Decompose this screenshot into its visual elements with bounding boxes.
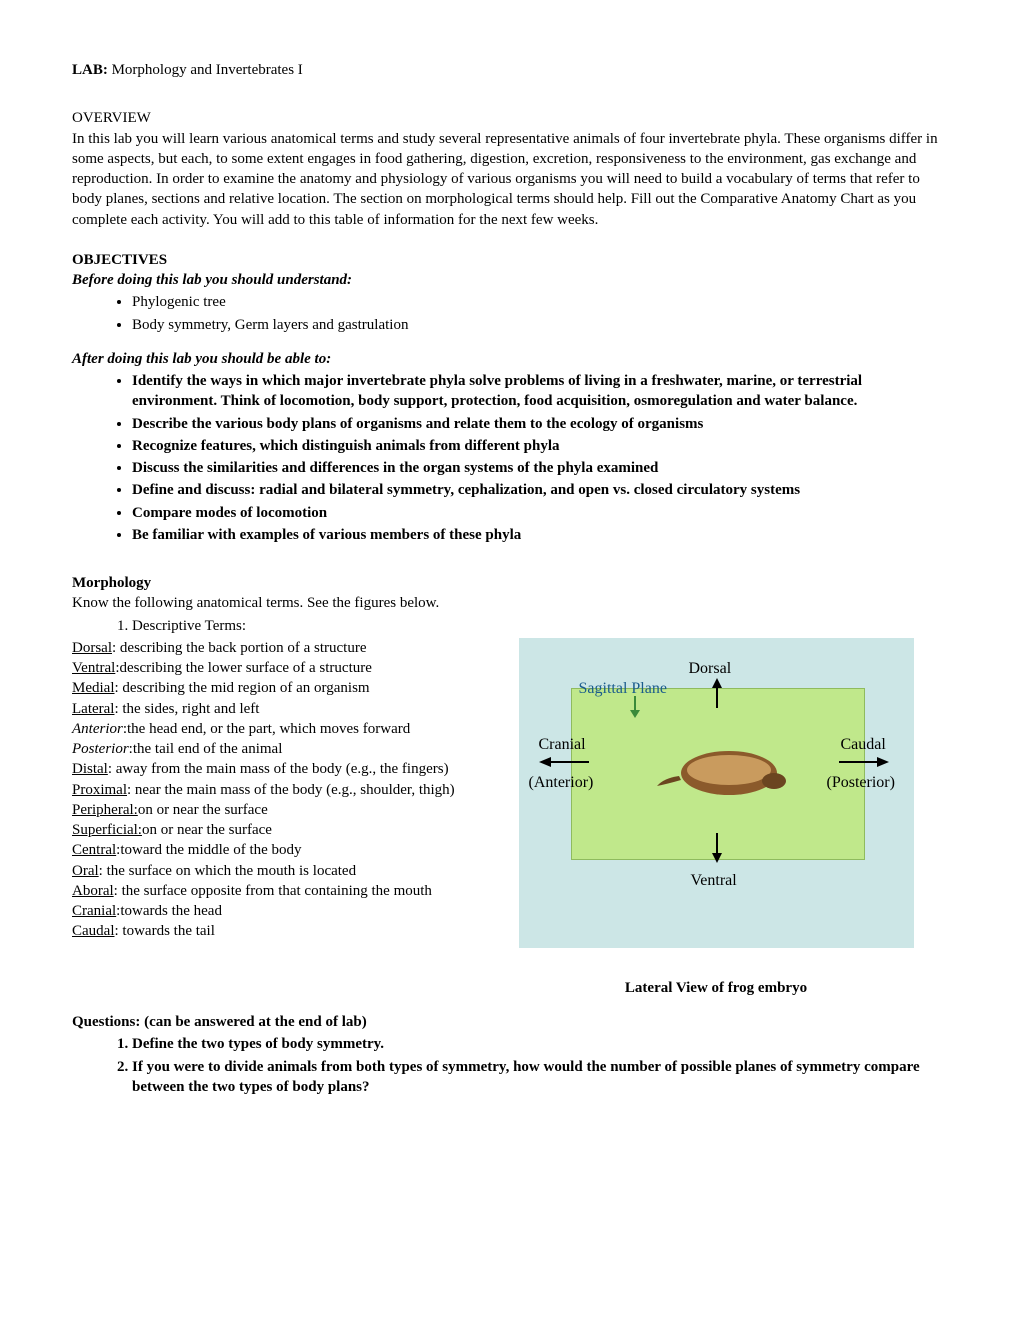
figure-column: Sagittal Plane Dorsal Cranial (Anterior)…	[484, 638, 948, 998]
objectives-after: After doing this lab you should be able …	[72, 349, 948, 369]
term-label: Distal	[72, 761, 108, 777]
embryo-icon	[649, 748, 789, 803]
list-item: Identify the ways in which major inverte…	[132, 371, 948, 412]
term-row: Aboral: the surface opposite from that c…	[72, 881, 472, 901]
term-label: Caudal	[72, 923, 115, 939]
morphology-ol: Descriptive Terms:	[72, 616, 948, 636]
term-row: Central:toward the middle of the body	[72, 840, 472, 860]
list-item: Be familiar with examples of various mem…	[132, 525, 948, 545]
term-row: Cranial:towards the head	[72, 901, 472, 921]
lab-label: LAB:	[72, 62, 108, 78]
sagittal-label: Sagittal Plane	[579, 678, 667, 700]
list-item: Body symmetry, Germ layers and gastrulat…	[132, 315, 948, 335]
caudal-label: Caudal	[841, 734, 886, 756]
arrow-right-icon	[839, 756, 889, 768]
term-def: on or near the surface	[138, 802, 268, 818]
term-def: :the tail end of the animal	[129, 741, 283, 757]
term-label: Peripheral:	[72, 802, 138, 818]
arrow-left-icon	[539, 756, 589, 768]
arrow-down-icon	[629, 696, 641, 718]
term-row: Oral: the surface on which the mouth is …	[72, 861, 472, 881]
ventral-label: Ventral	[691, 870, 737, 892]
overview-heading: OVERVIEW	[72, 108, 948, 128]
dorsal-label: Dorsal	[689, 658, 732, 680]
term-row: Caudal: towards the tail	[72, 921, 472, 941]
term-row: Peripheral:on or near the surface	[72, 800, 472, 820]
list-item: Phylogenic tree	[132, 292, 948, 312]
term-def: on or near the surface	[142, 822, 272, 838]
term-def: : describing the mid region of an organi…	[115, 680, 370, 696]
term-def: : describing the back portion of a struc…	[112, 640, 367, 656]
term-def: : the surface opposite from that contain…	[114, 883, 432, 899]
term-row: Anterior:the head end, or the part, whic…	[72, 719, 472, 739]
term-def: :the head end, or the part, which moves …	[123, 721, 410, 737]
term-label: Cranial	[72, 903, 116, 919]
term-label: Proximal	[72, 782, 127, 798]
morphology-heading: Morphology	[72, 573, 948, 593]
objectives-heading: OBJECTIVES	[72, 250, 948, 270]
term-label: Medial	[72, 680, 115, 696]
lab-title: LAB: Morphology and Invertebrates I	[72, 60, 948, 80]
objectives-before-list: Phylogenic tree Body symmetry, Germ laye…	[72, 292, 948, 335]
term-row: Ventral:describing the lower surface of …	[72, 658, 472, 678]
questions-heading: Questions: (can be answered at the end o…	[72, 1012, 948, 1032]
list-item: Descriptive Terms:	[132, 616, 948, 636]
list-item: Define and discuss: radial and bilateral…	[132, 480, 948, 500]
term-row: Proximal: near the main mass of the body…	[72, 780, 472, 800]
questions-list: Define the two types of body symmetry. I…	[72, 1034, 948, 1097]
term-label: Anterior	[72, 721, 123, 737]
list-item: Define the two types of body symmetry.	[132, 1034, 948, 1054]
term-def: :toward the middle of the body	[116, 842, 301, 858]
term-row: Superficial:on or near the surface	[72, 820, 472, 840]
posterior-label: (Posterior)	[827, 772, 895, 794]
term-label: Oral	[72, 863, 99, 879]
term-def: :towards the head	[116, 903, 222, 919]
term-def: : away from the main mass of the body (e…	[108, 761, 449, 777]
term-def: : the surface on which the mouth is loca…	[99, 863, 356, 879]
term-label: Ventral	[72, 660, 115, 676]
lab-title-text: Morphology and Invertebrates I	[112, 62, 303, 78]
term-def: :describing the lower surface of a struc…	[115, 660, 372, 676]
objectives-after-list: Identify the ways in which major inverte…	[72, 371, 948, 545]
term-label: Central	[72, 842, 116, 858]
term-label: Superficial:	[72, 822, 142, 838]
term-row: Medial: describing the mid region of an …	[72, 678, 472, 698]
list-item: Discuss the similarities and differences…	[132, 458, 948, 478]
list-item: Describe the various body plans of organ…	[132, 414, 948, 434]
term-def: : near the main mass of the body (e.g., …	[127, 782, 455, 798]
term-label: Dorsal	[72, 640, 112, 656]
term-label: Posterior	[72, 741, 129, 757]
term-label: Lateral	[72, 701, 114, 717]
figure-caption: Lateral View of frog embryo	[625, 978, 807, 998]
morphology-intro: Know the following anatomical terms. See…	[72, 593, 948, 613]
terms-column: Dorsal: describing the back portion of a…	[72, 638, 472, 998]
list-item: If you were to divide animals from both …	[132, 1057, 948, 1098]
term-row: Lateral: the sides, right and left	[72, 699, 472, 719]
anterior-label: (Anterior)	[529, 772, 594, 794]
term-row: Posterior:the tail end of the animal	[72, 739, 472, 759]
cranial-label: Cranial	[539, 734, 586, 756]
term-def: : towards the tail	[115, 923, 215, 939]
term-label: Aboral	[72, 883, 114, 899]
arrow-down-icon	[711, 833, 723, 863]
arrow-up-icon	[711, 678, 723, 708]
list-item: Compare modes of locomotion	[132, 503, 948, 523]
term-row: Dorsal: describing the back portion of a…	[72, 638, 472, 658]
term-def: : the sides, right and left	[114, 701, 259, 717]
list-item: Recognize features, which distinguish an…	[132, 436, 948, 456]
term-row: Distal: away from the main mass of the b…	[72, 759, 472, 779]
anatomical-diagram: Sagittal Plane Dorsal Cranial (Anterior)…	[519, 638, 914, 948]
objectives-before: Before doing this lab you should underst…	[72, 270, 948, 290]
overview-text: In this lab you will learn various anato…	[72, 129, 948, 230]
